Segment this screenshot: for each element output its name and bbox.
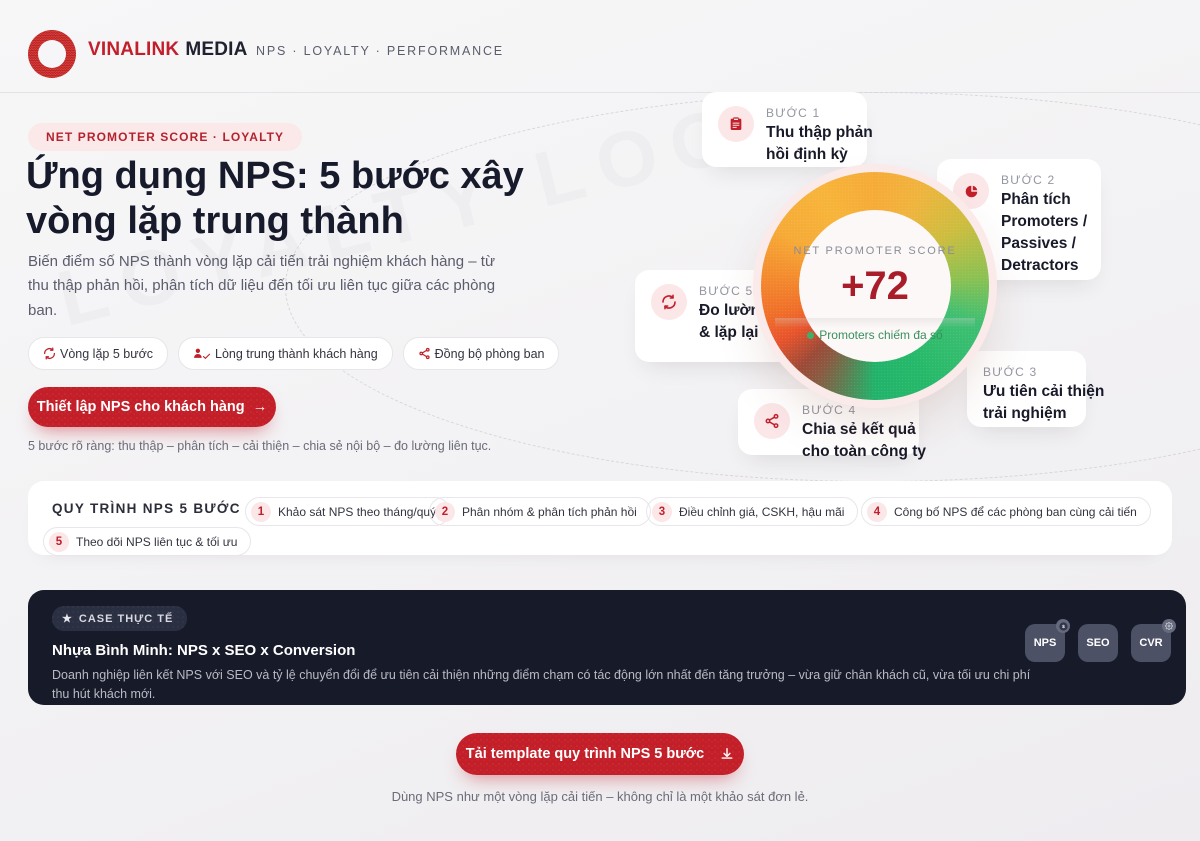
svg-text:$: $: [1062, 624, 1065, 630]
